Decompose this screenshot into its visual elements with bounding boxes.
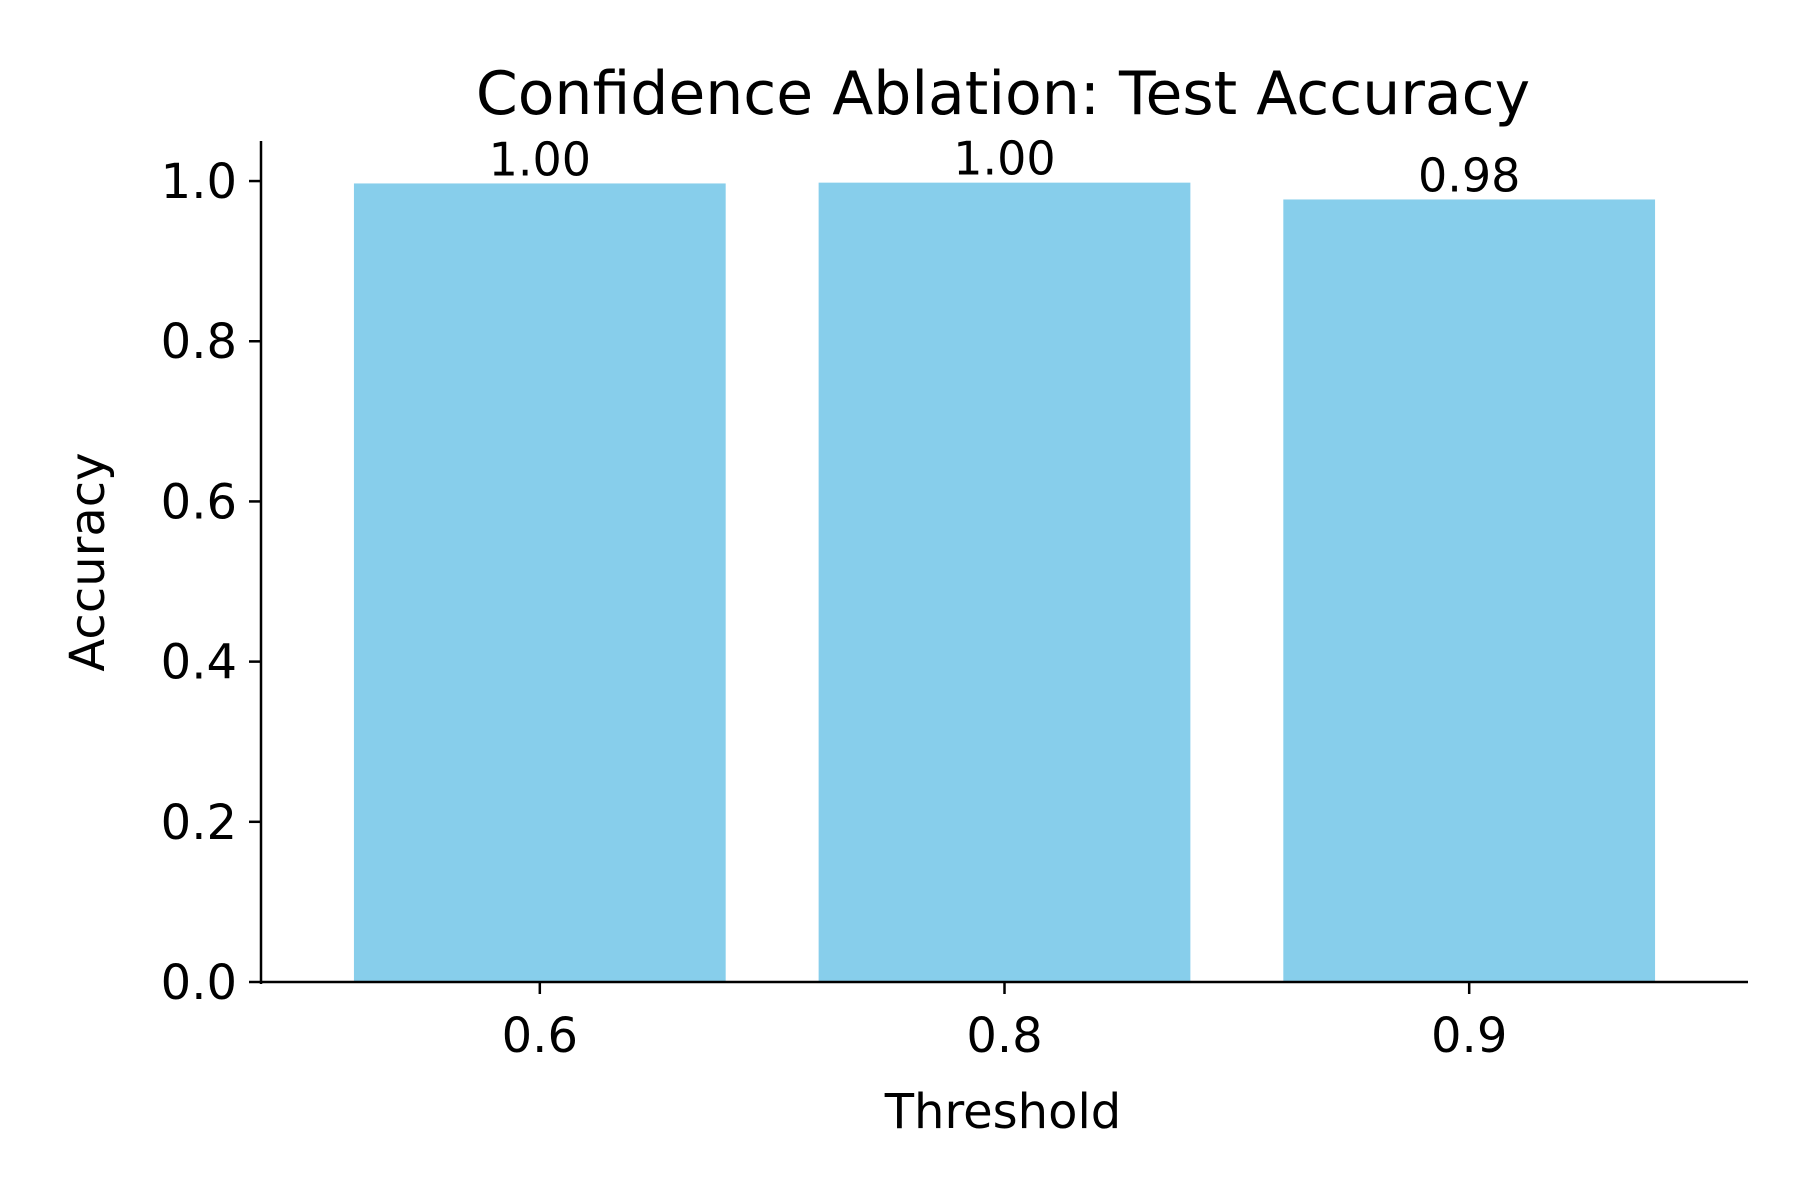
x-tick-label: 0.6 [502, 1008, 578, 1064]
data-labels-group: 1.00 1.00 0.98 [489, 132, 1521, 203]
x-tick-label: 0.9 [1431, 1008, 1507, 1064]
data-label-0.9: 0.98 [1418, 148, 1520, 202]
bars-group [353, 182, 1656, 983]
y-tick-label: 0.6 [161, 474, 237, 530]
data-label-0.6: 1.00 [489, 132, 591, 186]
x-axis-label: Threshold [884, 1084, 1122, 1140]
chart-title: Confidence Ablation: Test Accuracy [476, 59, 1530, 129]
data-label-0.8: 1.00 [953, 132, 1055, 186]
y-tick-label: 0.8 [161, 314, 237, 370]
y-axis-ticks: 0.0 0.2 0.4 0.6 0.8 1.0 [161, 154, 261, 1011]
y-tick-label: 0.4 [161, 635, 237, 691]
x-axis-ticks: 0.6 0.8 0.9 [502, 982, 1507, 1064]
y-tick-label: 0.2 [161, 795, 237, 851]
bar-0.9 [1283, 199, 1656, 982]
y-tick-label: 0.0 [161, 955, 237, 1011]
bar-0.6 [353, 183, 726, 983]
x-tick-label: 0.8 [966, 1008, 1042, 1064]
bar-0.8 [818, 182, 1191, 982]
y-axis-label: Accuracy [60, 452, 116, 671]
y-tick-label: 1.0 [161, 154, 237, 210]
